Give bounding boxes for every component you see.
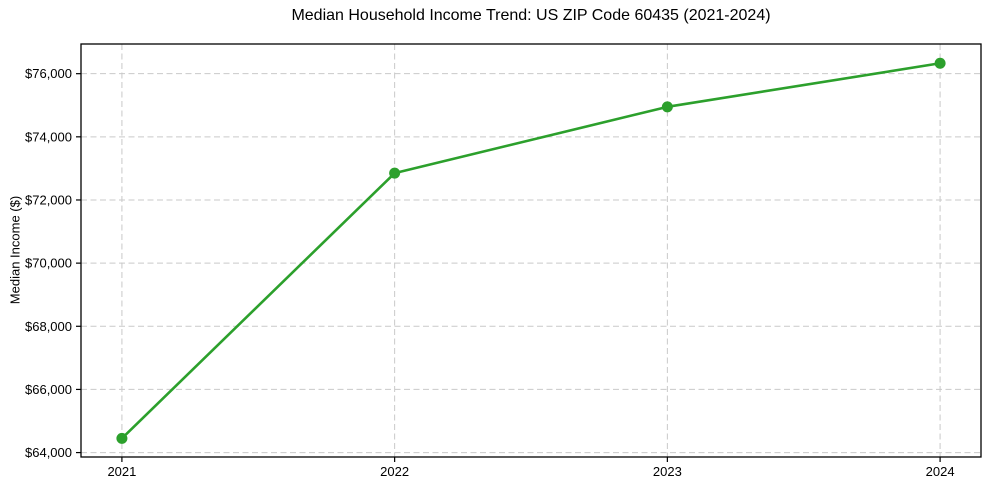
x-tick-label: 2022 bbox=[380, 464, 409, 479]
y-tick-label: $66,000 bbox=[25, 382, 72, 397]
y-tick-label: $74,000 bbox=[25, 129, 72, 144]
y-tick-label: $70,000 bbox=[25, 256, 72, 271]
y-tick-label: $72,000 bbox=[25, 192, 72, 207]
data-point-marker bbox=[116, 432, 128, 444]
data-point-marker bbox=[661, 101, 673, 113]
data-point-marker bbox=[389, 167, 401, 179]
data-point-marker bbox=[934, 57, 946, 69]
x-tick-label: 2024 bbox=[926, 464, 955, 479]
trend-line bbox=[120, 61, 942, 440]
chart-title: Median Household Income Trend: US ZIP Co… bbox=[291, 7, 771, 24]
y-axis-label: Median Income ($) bbox=[7, 195, 23, 305]
axes-frame bbox=[80, 43, 982, 458]
x-tick-label: 2023 bbox=[653, 464, 682, 479]
y-tick-label: $64,000 bbox=[25, 445, 72, 460]
y-tick-label: $68,000 bbox=[25, 319, 72, 334]
y-tick-label: $76,000 bbox=[25, 66, 72, 81]
x-tick-label: 2021 bbox=[107, 464, 136, 479]
